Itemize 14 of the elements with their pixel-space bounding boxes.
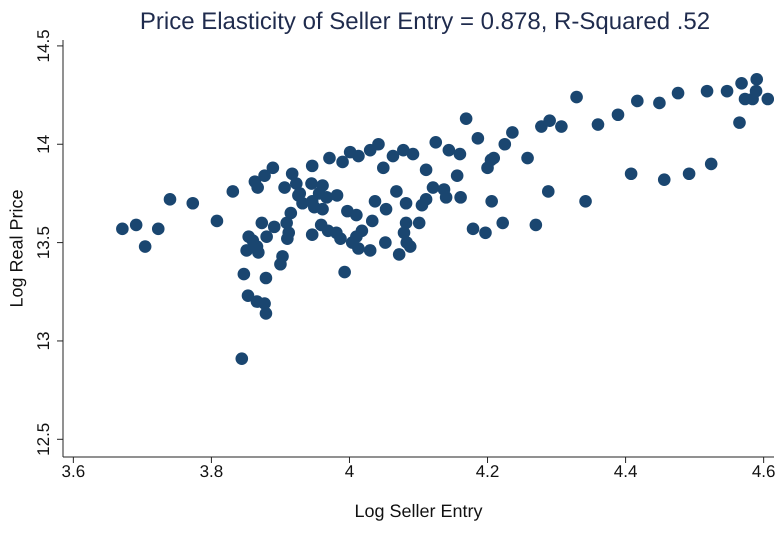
x-tick-label: 4 xyxy=(344,462,354,482)
x-tick-label: 3.6 xyxy=(62,462,86,482)
x-tick-label: 4.4 xyxy=(614,462,638,482)
x-tick-label: 3.8 xyxy=(200,462,224,482)
x-tick-label: 4.6 xyxy=(752,462,776,482)
y-axis-title: Log Real Price xyxy=(6,189,26,308)
y-tick-label: 12.5 xyxy=(34,422,53,456)
x-axis-title: Log Seller Entry xyxy=(354,501,483,521)
y-tick-label: 13 xyxy=(34,331,53,350)
y-tick-label: 14 xyxy=(34,134,53,154)
y-tick-label: 14.5 xyxy=(34,29,53,62)
chart-title: Price Elasticity of Seller Entry = 0.878, R-Squared .52 xyxy=(138,8,712,36)
y-tick-label: 13.5 xyxy=(34,226,53,260)
x-tick-label: 4.2 xyxy=(476,462,500,482)
